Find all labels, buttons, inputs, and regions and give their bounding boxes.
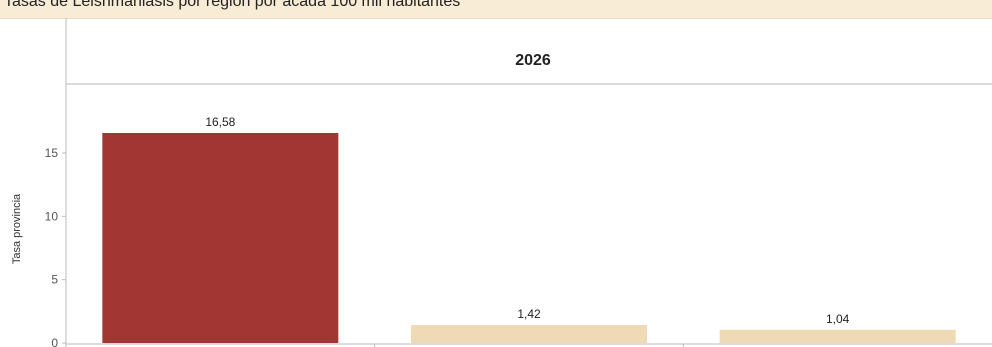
bar[interactable]: [411, 325, 647, 343]
chart-title: Tasas de Leishmaniasis por región por ac…: [4, 0, 461, 10]
y-axis-title: Tasa provincia: [11, 193, 23, 264]
x-axis-ticks: [374, 344, 684, 347]
y-tick-label: 5: [51, 273, 58, 287]
bar-value-label: 16,58: [205, 115, 235, 129]
bar[interactable]: [719, 329, 956, 343]
bar-chart: 2026 Tasa provincia 0 5 10 15 16,58 1,42 1,04: [11, 18, 992, 347]
title-banner: Tasas de Leishmaniasis por región por ac…: [0, 0, 992, 19]
bar-value-label: 1,04: [826, 312, 850, 326]
y-axis-ticks: 0 5 10 15: [45, 146, 66, 347]
y-tick-label: 15: [45, 146, 59, 160]
y-tick-label: 0: [51, 336, 58, 347]
panel-title: 2026: [515, 52, 551, 69]
bars: 16,58 1,42 1,04: [102, 115, 956, 343]
bar-value-label: 1,42: [517, 307, 541, 321]
y-tick-label: 10: [45, 209, 59, 223]
bar[interactable]: [102, 133, 339, 343]
